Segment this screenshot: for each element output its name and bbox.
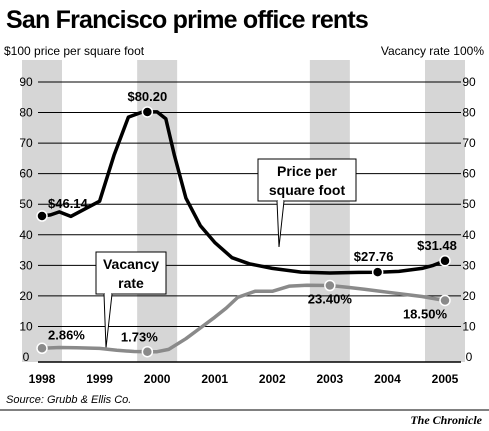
y-tick-left-10: 10 [19, 319, 33, 333]
y-tick-right-40: 40 [462, 228, 476, 242]
data-marker-1 [141, 106, 154, 118]
y-tick-left-50: 50 [19, 197, 33, 211]
x-tick-2003: 2003 [317, 372, 344, 386]
data-labels: $46.14 $80.20 $27.76 $31.48 2.86% 1.73% 23.40%… [36, 89, 457, 358]
data-marker-0 [36, 210, 48, 222]
data-marker-2 [371, 266, 384, 278]
y-tick-right-30: 30 [462, 258, 476, 272]
vacancy-line [40, 283, 447, 354]
data-marker-4 [36, 342, 48, 355]
callout-boxes: Price per square foot Vacancy rate [95, 158, 357, 349]
data-label-4: 2.86% [48, 327, 85, 342]
data-label-7: 18.50% [403, 306, 448, 321]
price-callout-line-2: square foot [269, 182, 346, 198]
right-axis-label: Vacancy rate 100% [381, 44, 485, 58]
y-tick-left-40: 40 [19, 228, 33, 242]
data-label-5: 1.73% [121, 330, 158, 345]
x-tick-labels: 1998 1999 2000 2001 2002 2003 2004 2005 [29, 372, 459, 386]
y-tick-right-70: 70 [462, 136, 476, 150]
price-callout-line-1: Price per [277, 163, 337, 179]
data-label-3: $31.48 [417, 238, 457, 253]
vacancy-callout-line-1: Vacancy [103, 256, 159, 272]
source-note: Source: Grubb & Ellis Co. [6, 394, 131, 406]
y-tick-right-50: 50 [462, 197, 476, 211]
y-tick-right-80: 80 [462, 106, 476, 120]
year-band-2005 [425, 60, 465, 362]
x-tick-2001: 2001 [201, 372, 228, 386]
data-label-1: $80.20 [127, 89, 167, 104]
y-tick-right-90: 90 [462, 75, 476, 89]
y-tick-right-20: 20 [462, 289, 476, 303]
y-tick-left-90: 90 [19, 75, 33, 89]
data-marker-7 [439, 294, 451, 307]
x-tick-2002: 2002 [259, 372, 286, 386]
vacancy-callout-box [95, 251, 167, 295]
y-tick-right-10: 10 [462, 319, 476, 333]
x-tick-2000: 2000 [144, 372, 171, 386]
price-callout-box [257, 158, 357, 202]
y-tick-left-20: 20 [19, 289, 33, 303]
x-tick-1998: 1998 [29, 372, 56, 386]
left-axis-label: $100 price per square foot [4, 44, 145, 58]
credit-line: The Chronicle [410, 413, 482, 427]
x-tick-2004: 2004 [374, 372, 401, 386]
y-tick-left-80: 80 [19, 106, 33, 120]
y-tick-left-60: 60 [19, 167, 33, 181]
data-label-6: 23.40% [308, 292, 353, 307]
data-marker-3 [439, 255, 451, 267]
price-callout-pointer [276, 200, 285, 248]
data-marker-5 [141, 345, 154, 358]
data-label-2: $27.76 [354, 249, 394, 264]
year-band-2000 [137, 60, 178, 362]
year-band-2003 [309, 60, 350, 362]
y-tick-left-70: 70 [19, 136, 33, 150]
y-tick-right-60: 60 [462, 167, 476, 181]
y-tick-labels: 0 0 10 10 20 20 30 30 40 40 50 50 60 60 70 70 80 80 90 90 [19, 75, 476, 364]
data-label-0: $46.14 [48, 196, 89, 211]
chart-title: San Francisco prime office rents [6, 6, 368, 34]
y-tick-right-0: 0 [466, 350, 473, 364]
price-line [40, 110, 447, 275]
y-tick-left-0: 0 [23, 350, 30, 364]
series-lines [40, 110, 447, 354]
vacancy-callout-line-2: rate [118, 275, 144, 291]
data-marker-6 [324, 279, 336, 292]
y-tick-left-30: 30 [19, 258, 33, 272]
x-tick-1999: 1999 [86, 372, 113, 386]
x-tick-2005: 2005 [432, 372, 459, 386]
